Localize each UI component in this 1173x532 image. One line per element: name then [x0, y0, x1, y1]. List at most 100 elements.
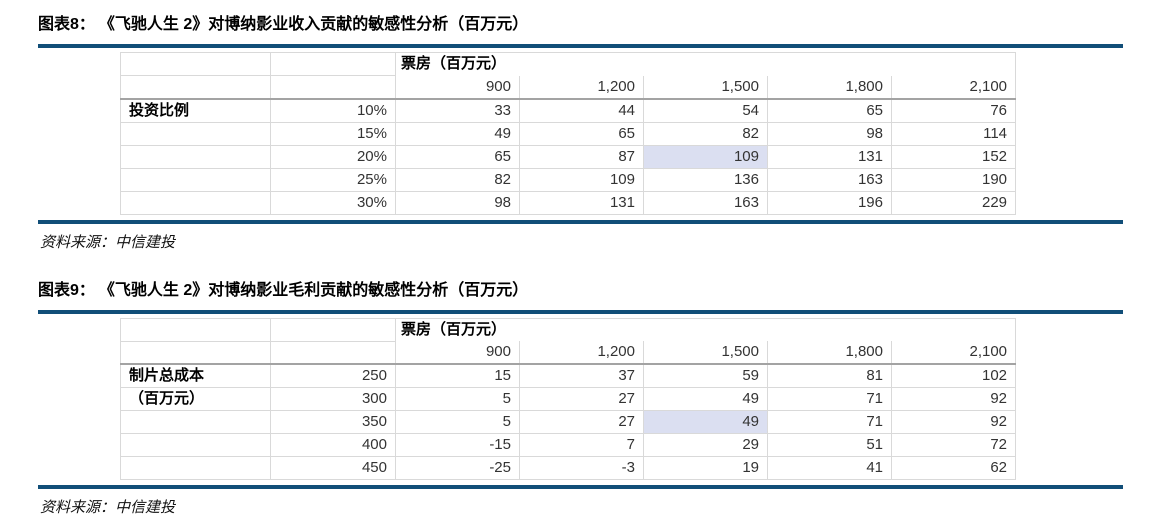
group-header-cell: 票房（百万元） [394, 52, 1017, 76]
figure-title-text: 《飞驰人生 2》对博纳影业毛利贡献的敏感性分析（百万元） [106, 281, 529, 299]
value-cell: 76 [890, 98, 1017, 123]
row-label-cell: 30% [270, 190, 396, 215]
table-row: 制片总成本 250 15 37 59 81 102 [120, 363, 1017, 388]
value-cell: 5 [395, 387, 520, 411]
column-header-row: 900 1,200 1,500 1,800 2,100 [120, 75, 1017, 100]
column-header-cell: 2,100 [890, 340, 1017, 365]
figure-section-8: 图表8： 《飞驰人生 2》对博纳影业收入贡献的敏感性分析（百万元） 票房（百万元）… [38, 13, 1123, 253]
value-cell: 136 [643, 167, 768, 192]
value-cell: 71 [767, 410, 892, 434]
spacer-cell [120, 52, 271, 76]
row-label-cell: 300 [270, 387, 396, 411]
row-label-cell: 20% [270, 144, 396, 169]
value-cell: 92 [890, 387, 1017, 411]
title-rule [38, 44, 1123, 48]
value-cell: 98 [395, 190, 520, 215]
row-label-cell: 450 [270, 456, 396, 480]
axis-label-cell [120, 456, 271, 480]
value-cell: 81 [767, 363, 892, 388]
axis-label-cell [120, 433, 271, 457]
column-header-cell: 1,200 [519, 340, 644, 365]
table-row: 20% 65 87 109 131 152 [120, 144, 1017, 169]
column-header-cell: 1,500 [643, 340, 768, 365]
value-cell: 190 [890, 167, 1017, 192]
axis-label-cell [120, 190, 271, 215]
spacer-cell [270, 317, 396, 342]
value-cell: 65 [395, 144, 520, 169]
column-header-cell: 1,800 [767, 75, 892, 100]
figure-title-text: 《飞驰人生 2》对博纳影业收入贡献的敏感性分析（百万元） [106, 16, 529, 33]
spacer-cell [120, 75, 271, 100]
value-cell: 82 [643, 121, 768, 146]
source-note: 资料来源：中信建投 [40, 500, 176, 516]
value-cell: 54 [643, 98, 768, 123]
value-cell: 44 [519, 98, 644, 123]
row-label-cell: 400 [270, 433, 396, 457]
axis-label-cell [120, 410, 271, 434]
value-cell: 163 [767, 167, 892, 192]
value-cell: 59 [643, 363, 768, 388]
value-cell: 27 [519, 410, 644, 434]
value-cell: 131 [519, 190, 644, 215]
value-cell: 98 [767, 121, 892, 146]
table-row: 15% 49 65 82 98 114 [120, 121, 1017, 146]
sensitivity-table-gross-profit: 票房（百万元） 900 1,200 1,500 1,800 2,100 制片总成本 250 15… [120, 317, 1017, 480]
value-cell: -25 [395, 456, 520, 480]
source-note: 资料来源：中信建投 [40, 234, 176, 251]
value-cell: 163 [643, 190, 768, 215]
column-header-cell: 1,200 [519, 75, 644, 100]
value-cell: 82 [395, 167, 520, 192]
column-header-cell: 2,100 [890, 75, 1017, 100]
table-row: 投资比例 10% 33 44 54 65 76 [120, 98, 1017, 123]
spacer-cell [270, 340, 396, 365]
bottom-rule [38, 485, 1123, 489]
group-header-cell: 票房（百万元） [394, 317, 1017, 341]
value-cell: 72 [890, 433, 1017, 457]
axis-label-cell: （百万元） [120, 387, 271, 411]
figure-title: 图表8： 《飞驰人生 2》对博纳影业收入贡献的敏感性分析（百万元） [38, 13, 1123, 36]
row-label-cell: 15% [270, 121, 396, 146]
row-label-cell: 25% [270, 167, 396, 192]
row-label-cell: 350 [270, 410, 396, 434]
value-cell: 19 [643, 456, 768, 480]
group-header-row: 票房（百万元） [120, 317, 1017, 342]
sensitivity-table-revenue: 票房（百万元） 900 1,200 1,500 1,800 2,100 投资比例 10% 33 4… [120, 52, 1017, 215]
value-cell: 152 [890, 144, 1017, 169]
table-row: 450 -25 -3 19 41 62 [120, 456, 1017, 480]
spacer-cell [120, 317, 271, 342]
group-header-row: 票房（百万元） [120, 52, 1017, 76]
table-body: 票房（百万元） 900 1,200 1,500 1,800 2,100 投资比例 10% 33 4… [120, 52, 1017, 215]
table-row: 400 -15 7 29 51 72 [120, 433, 1017, 457]
value-cell-highlighted: 49 [643, 410, 768, 434]
value-cell: 114 [890, 121, 1017, 146]
row-label-cell: 10% [270, 98, 396, 123]
value-cell: 109 [519, 167, 644, 192]
axis-label-cell: 投资比例 [120, 98, 271, 123]
column-header-cell: 900 [395, 340, 520, 365]
spacer-cell [270, 75, 396, 100]
value-cell: 5 [395, 410, 520, 434]
value-cell: 62 [890, 456, 1017, 480]
table-wrap: 票房（百万元） 900 1,200 1,500 1,800 2,100 制片总成本 250 15… [120, 317, 1123, 480]
axis-label-cell [120, 167, 271, 192]
value-cell: 51 [767, 433, 892, 457]
value-cell: -15 [395, 433, 520, 457]
value-cell: 92 [890, 410, 1017, 434]
spacer-cell [120, 340, 271, 365]
table-row: 30% 98 131 163 196 229 [120, 190, 1017, 215]
column-header-cell: 1,800 [767, 340, 892, 365]
value-cell: 102 [890, 363, 1017, 388]
value-cell: -3 [519, 456, 644, 480]
figure-title: 图表9： 《飞驰人生 2》对博纳影业毛利贡献的敏感性分析（百万元） [38, 279, 1123, 302]
table-body: 票房（百万元） 900 1,200 1,500 1,800 2,100 制片总成本 250 15… [120, 317, 1017, 480]
value-cell: 49 [395, 121, 520, 146]
axis-label-cell: 制片总成本 [120, 363, 271, 388]
figure-title-label: 图表8： [38, 16, 95, 33]
spacer-cell [270, 52, 396, 76]
axis-label-cell [120, 121, 271, 146]
bottom-rule [38, 219, 1123, 224]
value-cell: 131 [767, 144, 892, 169]
value-cell: 65 [767, 98, 892, 123]
figure-section-9: 图表9： 《飞驰人生 2》对博纳影业毛利贡献的敏感性分析（百万元） 票房（百万元）… [38, 279, 1123, 519]
value-cell: 65 [519, 121, 644, 146]
